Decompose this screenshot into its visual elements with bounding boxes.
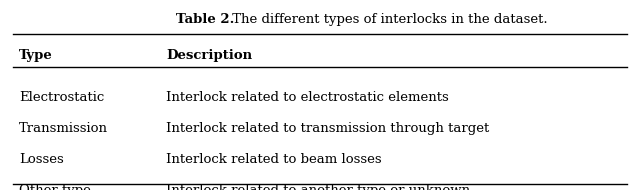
- Text: Type: Type: [19, 49, 53, 62]
- Text: Interlock related to electrostatic elements: Interlock related to electrostatic eleme…: [166, 91, 449, 104]
- Text: Table 2.: Table 2.: [176, 13, 234, 26]
- Text: Interlock related to another type or unknown: Interlock related to another type or unk…: [166, 184, 470, 190]
- Text: Losses: Losses: [19, 153, 64, 166]
- Text: Transmission: Transmission: [19, 122, 108, 135]
- Text: Interlock related to beam losses: Interlock related to beam losses: [166, 153, 382, 166]
- Text: Description: Description: [166, 49, 253, 62]
- Text: Interlock related to transmission through target: Interlock related to transmission throug…: [166, 122, 490, 135]
- Text: Electrostatic: Electrostatic: [19, 91, 104, 104]
- Text: Other type: Other type: [19, 184, 91, 190]
- Text: The different types of interlocks in the dataset.: The different types of interlocks in the…: [228, 13, 547, 26]
